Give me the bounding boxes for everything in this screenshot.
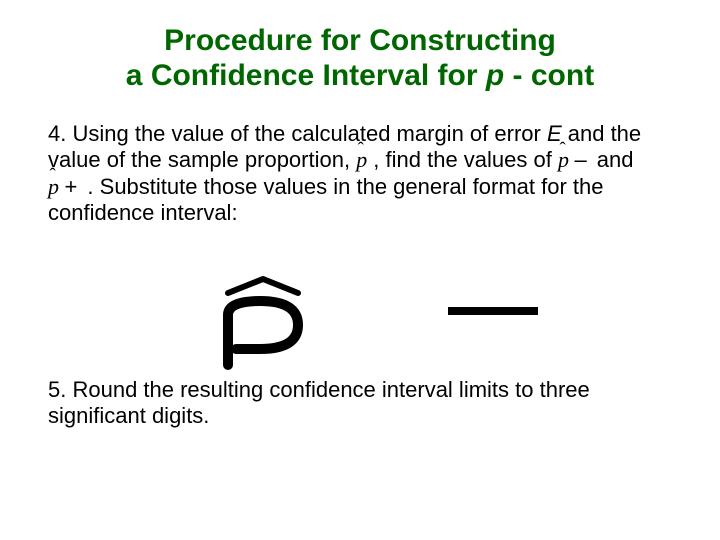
hat-icon: ˆ	[559, 139, 565, 161]
title-line2b: - cont	[504, 59, 594, 92]
item-4: 4. Using the value of the calculated mar…	[48, 121, 672, 227]
item-number: 4.	[48, 121, 72, 146]
hat-icon: ˆ	[49, 165, 55, 187]
title-p: p	[486, 59, 504, 92]
item-text: Using the value of the calculated margin…	[48, 121, 641, 225]
t: and	[591, 147, 634, 172]
title-line1: Procedure for Constructing	[164, 24, 556, 57]
t: . Substitute those values in the general…	[48, 174, 604, 225]
item-5: 5. Round the resulting confidence interv…	[48, 377, 672, 430]
slide-title: Procedure for Constructing a Confidence …	[0, 0, 720, 93]
slide-body: 4. Using the value of the calculated mar…	[0, 93, 720, 429]
phat-icon: ˆp	[356, 147, 367, 173]
big-minus-icon	[448, 307, 538, 315]
slide: Procedure for Constructing a Confidence …	[0, 0, 720, 540]
item-text: Round the resulting confidence interval …	[48, 377, 590, 428]
formula-figure	[48, 267, 720, 377]
hat-icon: ˆ	[358, 139, 364, 161]
phat-minus-icon: ˆp–	[558, 147, 591, 173]
minus-icon: –	[569, 147, 591, 172]
title-line2a: a Confidence Interval for	[126, 59, 486, 92]
big-phat-icon	[198, 275, 338, 375]
plus-icon: +	[59, 174, 81, 199]
t: Using the value of the calculated margin…	[72, 121, 546, 146]
t: , find the values of	[367, 147, 558, 172]
phat-plus-icon: ˆp+	[48, 174, 81, 200]
item-number: 5.	[48, 377, 72, 402]
